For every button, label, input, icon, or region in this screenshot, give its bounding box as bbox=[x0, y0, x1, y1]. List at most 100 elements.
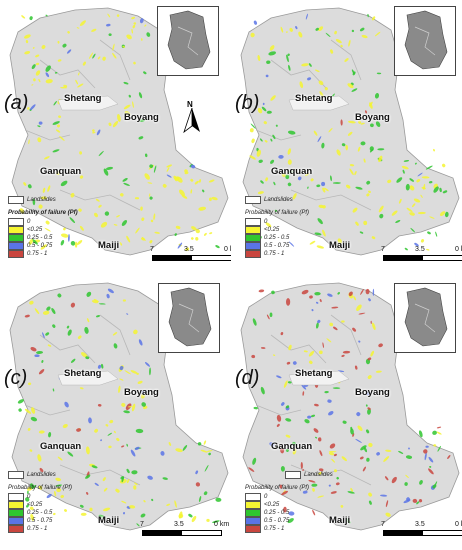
pf-legend-title: Probability of failure (Pf) bbox=[245, 485, 310, 491]
susceptibility-patch bbox=[299, 81, 304, 89]
susceptibility-patch bbox=[133, 329, 138, 335]
susceptibility-patch bbox=[314, 291, 321, 296]
susceptibility-patch bbox=[121, 445, 125, 448]
pf-swatch bbox=[8, 250, 24, 258]
susceptibility-patch bbox=[79, 225, 84, 231]
susceptibility-patch bbox=[113, 224, 118, 226]
susceptibility-patch bbox=[195, 229, 200, 234]
susceptibility-patch bbox=[29, 449, 33, 452]
susceptibility-patch bbox=[80, 512, 87, 516]
susceptibility-patch bbox=[27, 107, 30, 110]
susceptibility-patch bbox=[313, 130, 318, 136]
landslides-label: Landslides bbox=[27, 197, 56, 203]
susceptibility-patch bbox=[30, 347, 37, 352]
scale-tick-0: 0 km bbox=[455, 246, 462, 253]
susceptibility-patch bbox=[151, 498, 154, 502]
susceptibility-patch bbox=[433, 148, 435, 152]
susceptibility-patch bbox=[371, 322, 376, 331]
susceptibility-patch bbox=[368, 492, 373, 497]
susceptibility-patch bbox=[121, 402, 126, 407]
town-label-boyang: Boyang bbox=[355, 387, 390, 398]
susceptibility-patch bbox=[418, 499, 423, 503]
susceptibility-patch bbox=[266, 60, 271, 64]
susceptibility-patch bbox=[53, 512, 56, 516]
pf-swatch bbox=[8, 501, 24, 509]
pf-class-label: 0.5 - 0.75 bbox=[27, 243, 53, 249]
susceptibility-patch bbox=[421, 176, 430, 179]
susceptibility-patch bbox=[26, 504, 29, 508]
susceptibility-patch bbox=[149, 240, 153, 244]
susceptibility-patch bbox=[358, 340, 361, 343]
susceptibility-patch bbox=[435, 231, 438, 237]
susceptibility-patch bbox=[38, 78, 41, 83]
susceptibility-patch bbox=[126, 34, 132, 40]
susceptibility-patch bbox=[249, 128, 254, 133]
susceptibility-patch bbox=[362, 466, 366, 472]
susceptibility-patch bbox=[405, 183, 410, 191]
susceptibility-patch bbox=[118, 385, 121, 393]
susceptibility-patch bbox=[47, 185, 51, 192]
susceptibility-patch bbox=[432, 430, 437, 435]
susceptibility-patch bbox=[253, 20, 258, 25]
susceptibility-patch bbox=[112, 43, 115, 51]
susceptibility-patch bbox=[309, 295, 313, 299]
susceptibility-patch bbox=[24, 408, 32, 414]
susceptibility-patch bbox=[75, 79, 79, 85]
susceptibility-patch bbox=[360, 141, 366, 146]
susceptibility-patch bbox=[79, 387, 84, 390]
town-label-boyang: Boyang bbox=[355, 112, 390, 123]
pf-swatch bbox=[245, 226, 261, 234]
pf-class-label: 0.5 - 0.75 bbox=[27, 518, 53, 524]
susceptibility-patch bbox=[46, 493, 52, 499]
locator-inset-c bbox=[158, 283, 220, 353]
susceptibility-patch bbox=[352, 71, 356, 76]
map-panel-c: (c) Shetang Boyang Ganquan Maiji Landsli… bbox=[0, 275, 231, 550]
susceptibility-patch bbox=[62, 43, 67, 48]
susceptibility-patch bbox=[148, 193, 151, 197]
susceptibility-patch bbox=[44, 227, 51, 232]
susceptibility-patch bbox=[328, 410, 334, 416]
town-label-shetang: Shetang bbox=[64, 368, 102, 379]
susceptibility-patch bbox=[335, 482, 340, 486]
susceptibility-patch bbox=[312, 509, 316, 516]
susceptibility-patch bbox=[191, 237, 194, 240]
susceptibility-patch bbox=[29, 16, 33, 21]
susceptibility-patch bbox=[140, 513, 146, 518]
susceptibility-patch bbox=[276, 375, 282, 379]
susceptibility-patch bbox=[149, 196, 153, 200]
susceptibility-patch bbox=[250, 32, 255, 38]
susceptibility-patch bbox=[300, 462, 303, 469]
susceptibility-patch bbox=[352, 327, 357, 332]
susceptibility-patch bbox=[429, 216, 435, 219]
town-label-ganquan: Ganquan bbox=[271, 441, 313, 452]
pf-swatch bbox=[8, 218, 24, 226]
susceptibility-patch bbox=[60, 239, 65, 246]
susceptibility-patch bbox=[51, 307, 56, 315]
susceptibility-patch bbox=[42, 310, 50, 315]
susceptibility-patch bbox=[319, 299, 322, 303]
susceptibility-patch bbox=[288, 241, 295, 247]
pf-swatch bbox=[8, 242, 24, 250]
scale-tick-0: 0 km bbox=[224, 246, 231, 253]
susceptibility-patch bbox=[253, 406, 258, 410]
susceptibility-patch bbox=[318, 472, 322, 475]
flat-area bbox=[288, 370, 350, 386]
susceptibility-patch bbox=[366, 193, 370, 197]
susceptibility-patch bbox=[423, 449, 428, 454]
susceptibility-patch bbox=[70, 358, 76, 363]
susceptibility-patch bbox=[144, 24, 147, 27]
susceptibility-patch bbox=[276, 414, 282, 422]
region-map-a bbox=[9, 7, 229, 256]
pf-class-label: 0.75 - 1 bbox=[27, 251, 48, 257]
susceptibility-patch bbox=[185, 247, 190, 252]
pf-swatch bbox=[8, 226, 24, 234]
pf-swatch bbox=[245, 501, 261, 509]
susceptibility-patch bbox=[116, 14, 120, 17]
susceptibility-patch bbox=[141, 217, 145, 221]
scale-tick-3-5: 3.5 bbox=[415, 246, 425, 253]
pf-swatch bbox=[245, 517, 261, 525]
susceptibility-patches-d bbox=[248, 288, 451, 524]
susceptibility-patch bbox=[342, 350, 351, 354]
susceptibility-patch bbox=[370, 123, 374, 128]
susceptibility-patch bbox=[269, 312, 273, 318]
